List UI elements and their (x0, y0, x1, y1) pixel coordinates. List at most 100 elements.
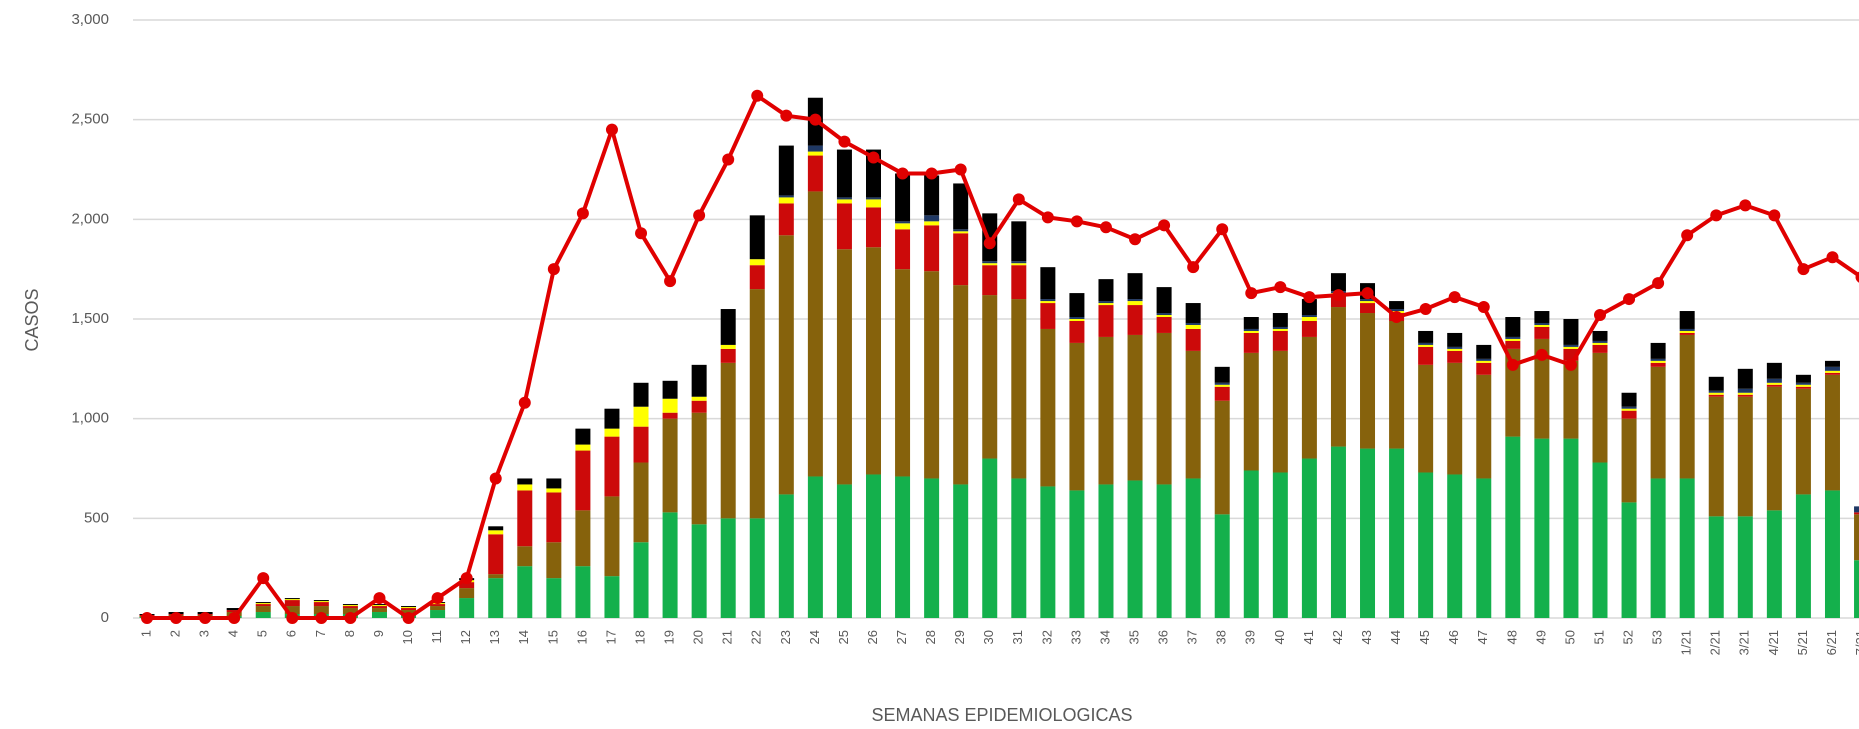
line-marker (1187, 261, 1200, 274)
bar-segment (546, 542, 562, 579)
line-marker (1012, 193, 1025, 206)
line-marker (286, 612, 299, 624)
bar-segment (1534, 338, 1550, 439)
bar-segment (749, 518, 765, 618)
line-marker (867, 151, 880, 164)
x-tick-label: 25 (836, 630, 851, 644)
bar-segment (517, 546, 533, 567)
bar-segment (1447, 332, 1463, 347)
bar-segment (1418, 364, 1434, 473)
bar-segment (633, 462, 649, 543)
bar-segment (953, 285, 969, 485)
bar-segment (1272, 330, 1288, 351)
bar-segment (1360, 299, 1376, 302)
bar-segment (1127, 480, 1143, 618)
bar-segment (836, 149, 852, 198)
bar-segment (924, 175, 940, 216)
bar-segment (1389, 309, 1405, 312)
line-marker (722, 153, 735, 166)
bar-segment (924, 225, 940, 272)
bar-segment (1795, 388, 1811, 495)
bar-segment (371, 612, 387, 618)
line-marker (1245, 287, 1258, 300)
bar-segment (691, 524, 707, 618)
x-tick-label: 22 (749, 630, 764, 644)
bar-segment (459, 582, 475, 589)
bar-segment (1476, 344, 1492, 359)
bar-segment (982, 265, 998, 296)
line-marker (1652, 277, 1665, 290)
y-tick-label: 1,000 (71, 410, 109, 427)
y-tick-label: 2,500 (71, 111, 109, 128)
bar-segment (488, 530, 504, 535)
line-marker (373, 592, 386, 605)
bar-segment (1301, 299, 1317, 316)
bar-segment (1040, 301, 1056, 304)
bar-segment (1272, 326, 1288, 329)
bar-segment (1360, 301, 1376, 304)
bar-segment (1098, 336, 1114, 485)
line-marker (751, 89, 764, 102)
bar-segment (546, 578, 562, 618)
bar-segment (1301, 320, 1317, 337)
line-marker (1158, 219, 1171, 232)
bar-segment (1563, 348, 1579, 361)
bar-segment (1447, 350, 1463, 363)
x-tick-label: 4 (226, 630, 241, 637)
bar-segment (1214, 514, 1230, 618)
bar-segment (1272, 472, 1288, 618)
bar-segment (1708, 394, 1724, 397)
x-tick-label: 46 (1446, 630, 1461, 644)
line-marker (460, 572, 473, 585)
bar-segment (1737, 516, 1753, 618)
bar-segment (488, 534, 504, 575)
bar-segment (982, 261, 998, 264)
bar-segment (1621, 392, 1637, 407)
bar-segment (546, 488, 562, 493)
bar-segment (1795, 494, 1811, 618)
bar-segment (1447, 348, 1463, 351)
line-marker (1274, 281, 1287, 294)
bar-segment (575, 450, 591, 511)
bar-segment (1563, 438, 1579, 618)
bar-segment (1795, 382, 1811, 385)
x-tick-label: 51 (1591, 630, 1606, 644)
x-tick-label: 21 (720, 630, 735, 644)
bar-segment (1011, 261, 1027, 264)
bar-segment (1418, 346, 1434, 365)
bar-segment (604, 576, 620, 618)
bar-segment (1360, 303, 1376, 314)
bar-segment (1563, 344, 1579, 347)
x-tick-label: 10 (400, 630, 415, 644)
bar-segment (982, 295, 998, 459)
line-marker (1710, 209, 1723, 222)
x-tick-label: 9 (371, 630, 386, 637)
bar-segment (1476, 362, 1492, 375)
x-tick-label: 29 (952, 630, 967, 644)
bar-segment (342, 605, 358, 607)
bar-segment (1214, 384, 1230, 387)
bar-segment (1621, 410, 1637, 419)
x-tick-label: 41 (1301, 630, 1316, 644)
bar-segment (1272, 328, 1288, 331)
bar-segment (488, 578, 504, 618)
bar-segment (1069, 490, 1085, 618)
bar-segment (633, 426, 649, 463)
x-tick-label: 52 (1620, 630, 1635, 644)
x-tick-label: 1 (138, 630, 153, 637)
x-tick-label: 11 (429, 630, 444, 644)
line-marker (954, 163, 967, 176)
bar-segment (1824, 370, 1840, 373)
line-marker (1826, 251, 1839, 264)
x-tick-label: 4/21 (1766, 630, 1781, 655)
x-tick-label: 12 (458, 630, 473, 644)
x-tick-label: 50 (1562, 630, 1577, 644)
bar-segment (1708, 392, 1724, 395)
bar-segment (1737, 368, 1753, 389)
bar-segment (778, 197, 794, 204)
bar-segment (255, 602, 271, 604)
bar-segment (1534, 326, 1550, 339)
bar-segment (1447, 474, 1463, 618)
bar-segment (284, 598, 300, 600)
bar-segment (1185, 324, 1201, 329)
